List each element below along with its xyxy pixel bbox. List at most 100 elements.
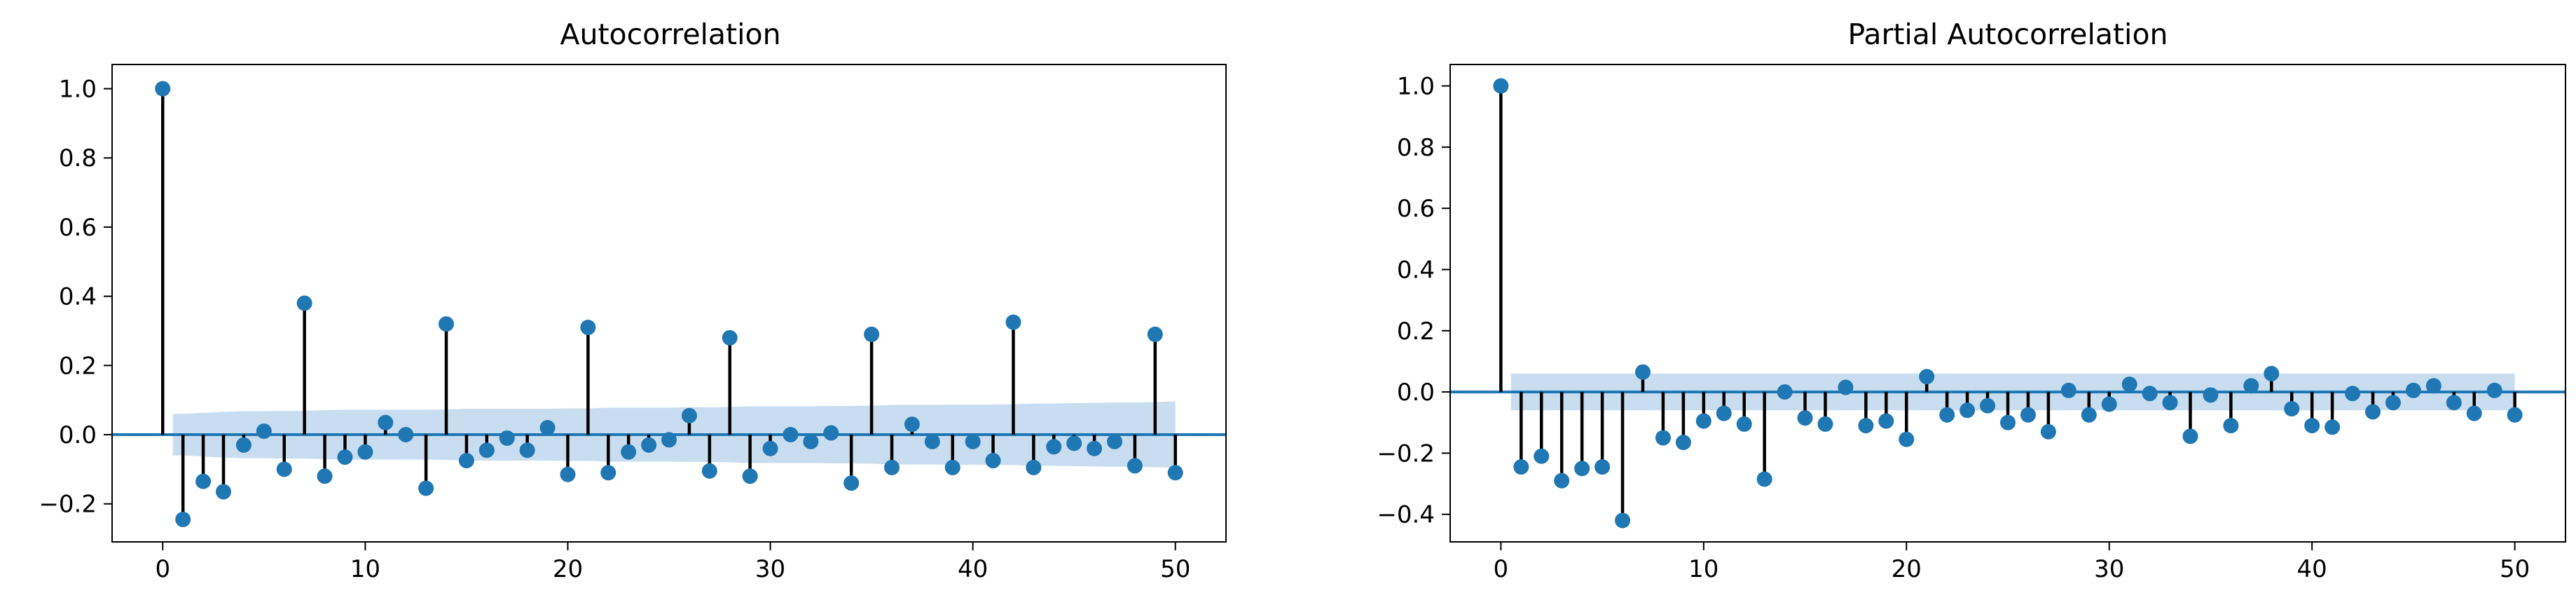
data-point	[1756, 471, 1772, 487]
autocorrelation-chart: Autocorrelation 0 10 20 30 40 50 −0.2 0.0 0.2 0.4…	[39, 18, 1227, 583]
data-point	[2466, 405, 2482, 421]
data-point	[1655, 430, 1671, 446]
data-point	[1716, 405, 1732, 421]
data-point	[1980, 397, 1996, 414]
y-tick-label: 0.6	[1397, 195, 1435, 223]
data-point	[2182, 428, 2198, 444]
data-point	[1005, 314, 1021, 330]
data-point	[155, 81, 171, 97]
data-point	[2507, 407, 2523, 423]
x-tick-label: 50	[2500, 555, 2530, 583]
chart-title: Autocorrelation	[560, 18, 780, 51]
x-tick-label: 10	[350, 555, 380, 583]
data-point	[641, 437, 657, 453]
x-tick-label: 20	[553, 555, 583, 583]
data-point	[1858, 418, 1874, 434]
data-point	[2365, 404, 2381, 420]
data-point	[458, 453, 474, 469]
data-point	[1066, 435, 1082, 451]
data-point	[1939, 407, 1955, 423]
data-point	[418, 480, 434, 496]
data-point	[2486, 382, 2502, 398]
data-point	[2446, 395, 2462, 411]
data-point	[2324, 419, 2341, 435]
data-point	[722, 329, 738, 346]
x-tick-label: 40	[958, 555, 988, 583]
data-point	[2101, 396, 2117, 412]
data-point	[2081, 407, 2097, 423]
data-point	[1615, 512, 1631, 529]
data-point	[2223, 418, 2239, 434]
data-point	[1534, 448, 1550, 464]
data-point	[2203, 387, 2219, 403]
data-point	[762, 440, 778, 456]
data-point	[1554, 472, 1570, 489]
data-point	[600, 465, 617, 481]
data-point	[944, 459, 960, 475]
data-point	[2040, 423, 2056, 440]
data-point	[2243, 378, 2259, 394]
data-point	[2121, 376, 2137, 393]
data-point	[1127, 458, 1143, 474]
data-point	[357, 444, 373, 460]
data-point	[1046, 439, 1062, 455]
partial-autocorrelation-chart: Partial Autocorrelation 0 10 20 30 40 50 −0.4 −…	[1377, 18, 2566, 583]
y-tick-label: 0.4	[1397, 256, 1435, 284]
data-point	[843, 475, 860, 491]
axes-frame	[1449, 64, 2566, 543]
data-point	[1736, 416, 1752, 432]
data-point	[1513, 459, 1529, 475]
data-point	[965, 433, 981, 449]
data-point	[701, 463, 717, 479]
data-point	[2142, 386, 2158, 402]
data-point	[904, 416, 920, 433]
data-point	[1899, 431, 1915, 447]
data-point	[864, 326, 880, 342]
data-point	[2284, 401, 2300, 417]
data-point	[175, 511, 191, 527]
y-tick-label: 1.0	[59, 76, 97, 104]
data-point	[1838, 379, 1854, 395]
data-point	[2020, 407, 2036, 423]
data-point	[317, 468, 333, 484]
y-tick-label: −0.4	[1377, 501, 1435, 529]
data-point	[681, 407, 697, 423]
y-tick-label: 0.0	[59, 421, 97, 449]
x-tick-label: 50	[1160, 555, 1190, 583]
data-point	[337, 449, 353, 465]
data-point	[276, 461, 292, 477]
data-point	[378, 414, 394, 430]
y-tick-label: 0.0	[1397, 379, 1435, 407]
x-tick-label: 10	[1688, 555, 1719, 583]
y-tick-label: 0.4	[59, 283, 97, 311]
data-point	[296, 295, 312, 311]
data-point	[439, 316, 454, 332]
data-point	[1797, 410, 1813, 426]
data-point	[742, 468, 758, 484]
data-point	[1107, 433, 1122, 449]
data-point	[2385, 395, 2401, 411]
data-point	[1574, 461, 1590, 477]
data-point	[1493, 78, 1509, 94]
data-point	[560, 466, 576, 482]
data-point	[2425, 378, 2441, 394]
data-point	[1594, 459, 1611, 475]
data-point	[783, 427, 799, 443]
data-point	[823, 425, 839, 441]
data-point	[1147, 326, 1163, 342]
data-point	[1026, 459, 1042, 475]
data-point	[661, 432, 677, 448]
chart-title: Partial Autocorrelation	[1847, 18, 2168, 51]
data-point	[478, 442, 495, 458]
data-point	[195, 473, 212, 489]
y-tick-label: 0.8	[1397, 134, 1435, 162]
data-point	[398, 427, 414, 443]
data-point	[2000, 414, 2016, 430]
data-point	[621, 444, 637, 460]
data-point	[1959, 402, 1976, 419]
y-tick-label: 0.2	[1397, 318, 1435, 346]
data-point	[1817, 416, 1833, 432]
y-tick-label: 0.6	[59, 214, 97, 242]
data-point	[1675, 435, 1691, 451]
y-tick-label: −0.2	[39, 491, 97, 519]
